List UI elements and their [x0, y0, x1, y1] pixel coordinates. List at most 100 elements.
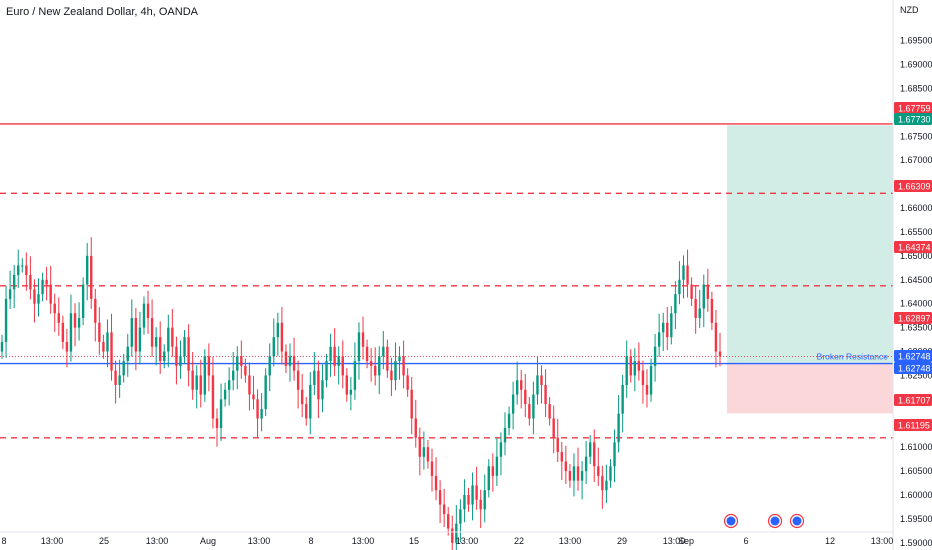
candle-body	[718, 351, 722, 357]
candle-body	[150, 318, 154, 347]
time-tick-label: 13:00	[559, 536, 582, 546]
price-tag	[894, 113, 932, 125]
candle-body	[710, 298, 714, 323]
candle-body	[256, 399, 259, 419]
time-tick-label: 13:00	[456, 536, 479, 546]
candle-body	[236, 356, 239, 371]
price-tag	[894, 362, 932, 374]
candle-body	[337, 356, 340, 366]
price-tick-label: 1.59000	[900, 538, 932, 548]
candle-body	[475, 485, 478, 500]
candle-body	[118, 375, 121, 385]
candle-body	[357, 332, 361, 362]
candle-body	[207, 356, 211, 376]
candle-body	[179, 356, 182, 366]
candle-body	[633, 361, 637, 376]
event-markers[interactable]	[723, 513, 805, 529]
candle-body	[309, 385, 312, 419]
candle-body	[678, 279, 681, 295]
candle-body	[584, 456, 588, 472]
time-axis[interactable]: 8 13:00 25 13:00 Aug 13:00 8 13:00 15 13:00 22 13:0…	[1, 536, 893, 546]
candle-body	[191, 370, 194, 390]
candle-body	[463, 495, 466, 510]
price-tick-label: 1.68500	[900, 83, 932, 93]
price-tick-label: 1.66000	[900, 203, 932, 213]
candle-body	[126, 346, 129, 362]
candle-body	[77, 318, 81, 328]
candle-body	[211, 375, 215, 419]
stop-zone	[727, 363, 893, 414]
candle-body	[183, 337, 186, 357]
target-zone	[727, 125, 893, 364]
candle-body	[556, 437, 559, 452]
time-tick-label: 29	[617, 536, 627, 546]
price-tag	[894, 350, 932, 362]
price-tag	[894, 419, 932, 431]
candle-body	[422, 447, 426, 457]
candle-body	[394, 361, 397, 381]
time-tick-label: 22	[514, 536, 524, 546]
candle-body	[666, 322, 669, 338]
candle-body	[240, 356, 243, 366]
candle-body	[609, 466, 612, 481]
candle-body	[268, 356, 271, 376]
price-tag	[894, 102, 932, 114]
candle-body	[670, 313, 673, 338]
candle-body	[345, 375, 349, 395]
candle-body	[369, 361, 373, 366]
candle-body	[142, 303, 146, 328]
candle-body	[321, 380, 324, 400]
candle-body	[252, 394, 255, 400]
candle-body	[560, 451, 563, 462]
candle-body	[102, 341, 105, 352]
price-tag-label: 1.62748	[898, 352, 931, 362]
candle-body	[223, 389, 227, 400]
candle-body	[187, 337, 190, 371]
candle-body	[146, 303, 150, 319]
price-tag	[894, 180, 932, 192]
candle-body	[106, 332, 109, 352]
candle-body	[532, 394, 535, 419]
candle-body	[548, 404, 551, 419]
candle-body	[248, 375, 251, 395]
candle-body	[645, 385, 649, 395]
candle-body	[195, 375, 198, 390]
candle-body	[511, 394, 515, 414]
candle-body	[85, 255, 89, 285]
candle-body	[564, 461, 568, 472]
time-tick-label: Sep	[678, 536, 694, 546]
candle-body	[625, 356, 628, 385]
event-marker-dot	[792, 516, 802, 526]
price-tick-label: 1.65500	[900, 227, 932, 237]
candle-body	[536, 375, 539, 395]
candle-body	[122, 361, 125, 376]
candle-body	[276, 322, 280, 338]
chart-title: Euro / New Zealand Dollar, 4h, OANDA	[6, 6, 198, 18]
candle-body	[325, 361, 328, 381]
candle-body	[459, 509, 462, 524]
price-tick-label: 1.67000	[900, 155, 932, 165]
candle-body	[317, 370, 320, 400]
candle-body	[682, 265, 685, 280]
price-tick-label: 1.60500	[900, 466, 932, 476]
candle-body	[503, 428, 507, 443]
candle-body	[73, 313, 77, 328]
price-tag-label: 1.67730	[898, 115, 931, 125]
price-tag	[894, 312, 932, 324]
candle-body	[341, 356, 344, 376]
candle-body	[138, 327, 142, 352]
candle-body	[580, 471, 584, 481]
candle-body	[163, 351, 166, 362]
candle-body	[698, 308, 701, 319]
candle-body	[414, 418, 417, 438]
candle-body	[4, 298, 8, 342]
candle-body	[621, 385, 624, 414]
candle-body	[528, 404, 531, 419]
price-tick-label: 1.67500	[900, 131, 932, 141]
candle-body	[649, 365, 653, 395]
candle-body	[653, 346, 657, 366]
horizontal-levels[interactable]: Broken Resistance	[0, 123, 893, 439]
candle-body	[244, 365, 247, 376]
candle-body	[702, 284, 705, 309]
